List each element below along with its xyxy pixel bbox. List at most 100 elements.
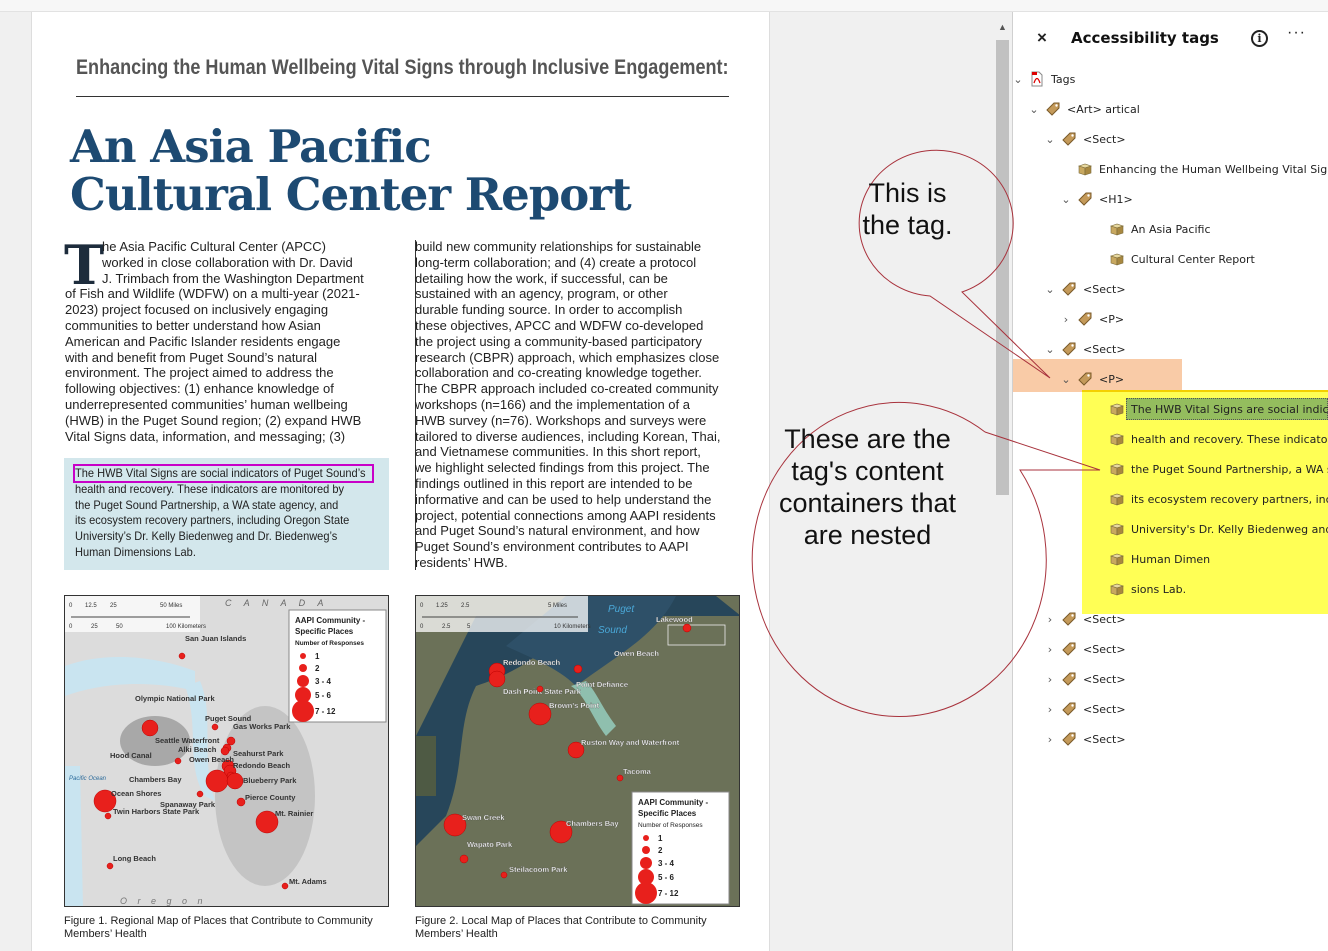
place-marker — [281, 882, 289, 890]
scale-tick-label: 50 Miles — [160, 603, 182, 609]
drop-cap: T — [64, 233, 105, 297]
tree-node[interactable]: ⌄ Tags — [1011, 69, 1075, 89]
tree-node-label: <Art> artical — [1067, 102, 1140, 116]
tree-node[interactable]: › <Sect> — [1043, 609, 1126, 629]
scale-bar-bg — [416, 596, 588, 632]
region-label: Pacific Ocean — [69, 776, 107, 782]
place-label: Hood Canal — [110, 751, 152, 760]
scale-tick-label: 0 — [420, 603, 424, 609]
chevron-right-icon[interactable]: › — [1047, 702, 1053, 716]
chevron-down-icon[interactable]: ⌄ — [1045, 342, 1055, 356]
chevron-right-icon[interactable]: › — [1047, 732, 1053, 746]
chevron-down-icon[interactable]: ⌄ — [1013, 72, 1023, 86]
more-options-icon[interactable]: ··· — [1287, 24, 1306, 41]
place-marker — [226, 736, 236, 746]
place-marker — [443, 813, 467, 837]
place-marker — [106, 862, 114, 870]
place-label: Redondo Beach — [503, 658, 561, 667]
info-line: health and recovery. These indicators ar… — [75, 481, 344, 496]
chevron-down-icon[interactable]: ⌄ — [1045, 132, 1055, 146]
tag-icon — [1077, 191, 1099, 207]
place-label: Spanaway Park — [160, 800, 216, 809]
tree-node[interactable]: › <Sect> — [1043, 639, 1126, 659]
water — [65, 766, 83, 906]
place-label: Tacoma — [623, 767, 652, 776]
tree-node[interactable]: ⌄ <Sect> — [1043, 339, 1126, 359]
vertical-scrollbar[interactable]: ▲ — [995, 12, 1010, 951]
place-label: Twin Harbors State Park — [113, 807, 200, 816]
text-line: Vital Signs data, information, and messa… — [65, 428, 346, 444]
scale-tick-label: 10 Kilometers — [554, 624, 591, 630]
water — [416, 596, 739, 846]
chevron-down-icon[interactable]: ⌄ — [1029, 102, 1039, 116]
place-label: Owen Beach — [189, 755, 234, 764]
tree-node[interactable]: ⌄ <H1> — [1059, 189, 1133, 209]
tree-node[interactable]: University's Dr. Kelly Biedenweg and Dr. — [1109, 519, 1328, 539]
tree-node[interactable]: › <Sect> — [1043, 669, 1126, 689]
place-label: Seattle Waterfront — [155, 736, 220, 745]
tree-node[interactable]: › <Sect> — [1043, 729, 1126, 749]
place-label: Redondo Beach — [233, 761, 291, 770]
tree-node[interactable]: Human Dimen — [1109, 549, 1210, 569]
chevron-right-icon[interactable]: › — [1047, 642, 1053, 656]
scale-tick-label: 25 — [110, 603, 117, 609]
legend-label: 5 - 6 — [658, 873, 675, 882]
chevron-down-icon[interactable]: ⌄ — [1061, 372, 1071, 386]
text-line: these objectives, APCC and WDFW co-devel… — [415, 317, 704, 333]
chevron-right-icon[interactable]: › — [1047, 672, 1053, 686]
region-label: Sound — [598, 625, 627, 636]
tree-node[interactable]: › <P> — [1059, 309, 1124, 329]
place-label: Brown's Point — [549, 701, 600, 710]
content-container-icon — [1109, 431, 1131, 447]
tree-node[interactable]: ⌄ <P> — [1059, 369, 1124, 389]
chevron-right-icon[interactable]: › — [1047, 612, 1053, 626]
region-label: O r e g o n — [120, 896, 207, 906]
tree-node[interactable]: its ecosystem recovery partners, includi… — [1109, 489, 1328, 509]
scroll-up-arrow-icon[interactable]: ▲ — [998, 22, 1007, 32]
legend-label: 3 - 4 — [315, 677, 332, 686]
chevron-down-icon[interactable]: ⌄ — [1045, 282, 1055, 296]
scale-tick-label: 2.5 — [442, 624, 451, 630]
tree-node[interactable]: health and recovery. These indicators ar… — [1109, 429, 1328, 449]
tree-node-label: Cultural Center Report — [1131, 252, 1255, 266]
tree-node[interactable]: ⌄ <Sect> — [1043, 129, 1126, 149]
tree-node[interactable]: ⌄ <Art> artical — [1027, 99, 1140, 119]
chevron-down-icon[interactable]: ⌄ — [1061, 192, 1071, 206]
tag-icon — [1061, 731, 1083, 747]
text-line: we highlight selected findings from this… — [415, 460, 710, 476]
tree-node-label: <H1> — [1099, 192, 1133, 206]
place-marker — [528, 702, 552, 726]
info-line: University’s Dr. Kelly Biedenweg and Dr.… — [75, 529, 338, 544]
legend-subtitle: Number of Responses — [295, 640, 364, 647]
legend-marker — [292, 700, 314, 722]
scrollbar-thumb[interactable] — [996, 40, 1009, 495]
place-marker — [211, 723, 219, 731]
tag-icon — [1077, 371, 1099, 387]
text-line: build new community relationships for su… — [415, 239, 702, 254]
tree-node[interactable]: the Puget Sound Partnership, a WA state — [1109, 459, 1328, 479]
tree-node[interactable]: Enhancing the Human Wellbeing Vital Sign… — [1077, 159, 1328, 179]
chevron-right-icon[interactable]: › — [1063, 312, 1069, 326]
tree-node[interactable]: › <Sect> — [1043, 699, 1126, 719]
tree-node-label: The HWB Vital Signs are social indicator… — [1131, 402, 1328, 416]
place-marker — [178, 652, 186, 660]
close-icon[interactable]: × — [1037, 28, 1047, 47]
tree-node-selected[interactable]: The HWB Vital Signs are social indicator… — [1109, 399, 1328, 419]
place-marker — [141, 719, 159, 737]
text-line: he Asia Pacific Cultural Center (APCC) — [102, 239, 326, 254]
legend-marker — [297, 675, 309, 687]
legend-marker — [640, 857, 652, 869]
legend-label: 3 - 4 — [658, 859, 675, 868]
info-icon[interactable]: i — [1251, 30, 1268, 47]
tree-node[interactable]: An Asia Pacific — [1109, 219, 1211, 239]
place-label: Mt. Adams — [289, 877, 327, 886]
accessibility-tags-panel: × Accessibility tags i ··· ⌄ Tags ⌄ <Art> a… — [1012, 12, 1328, 951]
tree-node[interactable]: sions Lab. — [1109, 579, 1186, 599]
callout-line: the tag. — [862, 210, 953, 240]
info-line: Human Dimensions Lab. — [75, 544, 196, 559]
regional-map: 0 12.5 25 50 Miles 0 25 50 100 Kilometers San Ju… — [64, 595, 389, 907]
tree-node[interactable]: Cultural Center Report — [1109, 249, 1255, 269]
tree-node[interactable]: ⌄ <Sect> — [1043, 279, 1126, 299]
text-line: HWB survey (n=76). Workshops and surveys… — [415, 412, 707, 428]
text-line: 2023) project focused on inclusively eng… — [65, 302, 329, 318]
